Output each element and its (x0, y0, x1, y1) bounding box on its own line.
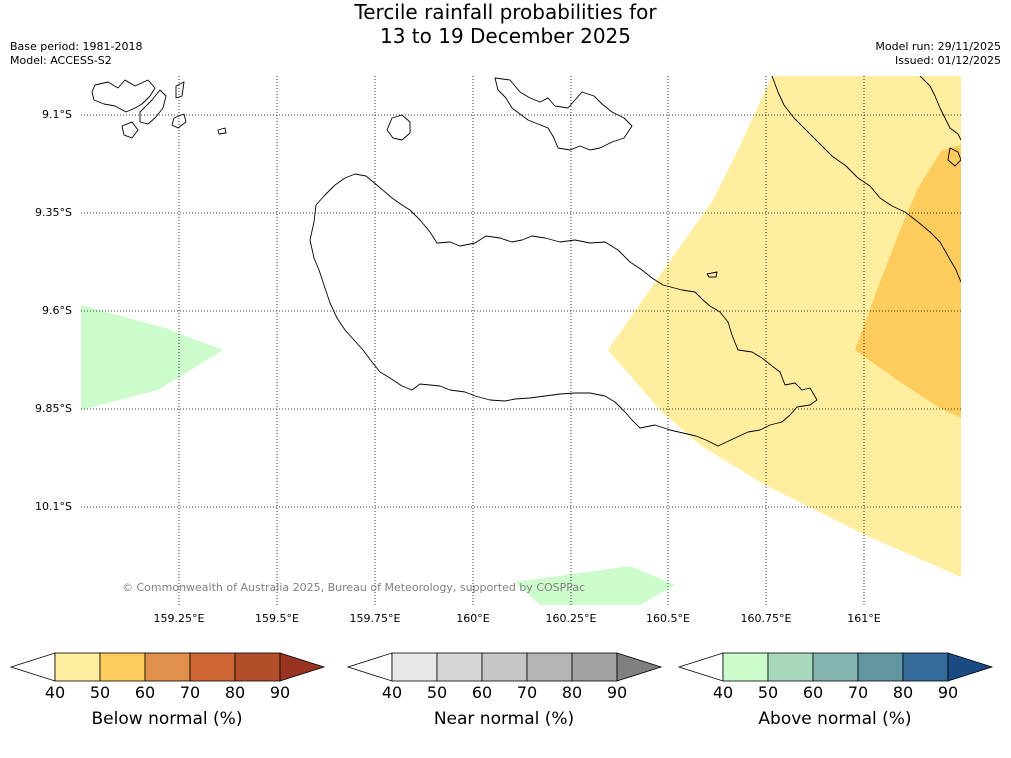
below-colorbar-segment (99, 652, 146, 682)
colorbar-below (9, 652, 326, 682)
near-colorbar-min-extend (346, 652, 393, 682)
near-colorbar-segment (526, 652, 573, 682)
copyright-text: © Commonwealth of Australia 2025, Bureau… (122, 581, 586, 594)
base-period-text: Base period: 1981-2018 (10, 40, 143, 53)
above-colorbar-segment (767, 652, 814, 682)
below-colorbar-tick: 40 (44, 683, 66, 702)
meta-left: Base period: 1981-2018 Model: ACCESS-S2 (10, 40, 142, 68)
near-colorbar-tick: 90 (606, 683, 628, 702)
model-text: Model: ACCESS-S2 (10, 54, 112, 67)
above-colorbar-segment (902, 652, 949, 682)
lon-label-7: 160.75°E (740, 612, 792, 625)
lon-label-1: 159.25°E (153, 612, 205, 625)
below-colorbar-segment (234, 652, 281, 682)
near-colorbar-tick: 40 (381, 683, 403, 702)
colorbar-near (346, 652, 663, 682)
below-colorbar-segment (189, 652, 236, 682)
map-layers (81, 76, 961, 605)
below-colorbar-tick: 90 (269, 683, 291, 702)
near-colorbar-segment (391, 652, 438, 682)
above-colorbar-tick: 50 (757, 683, 779, 702)
title-line-2: 13 to 19 December 2025 (379, 24, 631, 48)
malaita-coastline (771, 76, 961, 283)
pavuvu-island-coastline (139, 89, 167, 125)
above-normal-west-area (81, 305, 223, 410)
below-colorbar-tick: 60 (134, 683, 156, 702)
map-canvas (81, 76, 961, 605)
near-colorbar-segment (481, 652, 528, 682)
guadalcanal-coastline (309, 173, 818, 447)
near-colorbar-max-extend (616, 652, 663, 682)
lat-label-2: 9.35°S (35, 206, 72, 219)
below-colorbar-segment (54, 652, 101, 682)
lat-label-1: 9.1°S (42, 108, 72, 121)
savo-island-coastline (386, 114, 411, 141)
lon-label-4: 160°E (456, 612, 490, 625)
nggela-islands-coastline (494, 77, 633, 151)
above-colorbar-tick: 40 (712, 683, 734, 702)
above-colorbar-segment (857, 652, 904, 682)
above-colorbar-min-extend (677, 652, 724, 682)
coastlines (91, 76, 961, 447)
islet-nw-1 (171, 113, 187, 129)
issued-text: Issued: 01/12/2025 (894, 54, 1001, 67)
near-colorbar-segment (436, 652, 483, 682)
above-colorbar-tick: 80 (892, 683, 914, 702)
below-colorbar-segment (144, 652, 191, 682)
near-colorbar-tick: 50 (426, 683, 448, 702)
below-colorbar-min-extend (9, 652, 56, 682)
lon-label-8: 161°E (847, 612, 881, 625)
above-normal-south-area (515, 566, 675, 605)
lat-label-4: 9.85°S (35, 402, 72, 415)
above-colorbar-max-extend (947, 652, 994, 682)
below-normal-label: Below normal (%) (91, 709, 243, 729)
map-title: Tercile rainfall probabilities for 13 to… (0, 0, 1011, 48)
colorbar-above (677, 652, 994, 682)
meta-right: Model run: 29/11/2025 Issued: 01/12/2025 (875, 40, 1001, 68)
near-colorbar-tick: 60 (471, 683, 493, 702)
below-normal-50-area (608, 76, 961, 577)
below-colorbar-max-extend (279, 652, 326, 682)
colorbars-svg (9, 652, 994, 682)
below-normal-60-area (855, 145, 961, 418)
below-colorbar-tick: 70 (179, 683, 201, 702)
malaita-islets (947, 147, 961, 167)
below-colorbar-tick: 80 (224, 683, 246, 702)
islet-nw-2 (217, 127, 227, 135)
above-colorbar-tick: 60 (802, 683, 824, 702)
lon-label-3: 159.75°E (349, 612, 401, 625)
russell-islands-coastline (91, 79, 156, 113)
above-colorbar-segment (722, 652, 769, 682)
near-colorbar-tick: 80 (561, 683, 583, 702)
islet-nw-3 (175, 81, 185, 99)
title-line-1: Tercile rainfall probabilities for (354, 0, 657, 24)
above-colorbar-tick: 70 (847, 683, 869, 702)
model-run-text: Model run: 29/11/2025 (875, 40, 1001, 53)
lat-label-5: 10.1°S (35, 500, 72, 513)
above-colorbar-segment (812, 652, 859, 682)
below-colorbar-tick: 50 (89, 683, 111, 702)
lat-label-3: 9.6°S (42, 304, 72, 317)
lon-label-5: 160.25°E (545, 612, 597, 625)
malaita-inner-coastline (919, 76, 961, 141)
lon-label-6: 160.5°E (646, 612, 690, 625)
above-colorbar-tick: 90 (937, 683, 959, 702)
lon-label-2: 159.5°E (255, 612, 299, 625)
near-normal-label: Near normal (%) (433, 709, 575, 729)
near-colorbar-tick: 70 (516, 683, 538, 702)
gridlines (81, 76, 961, 605)
above-normal-label: Above normal (%) (758, 709, 912, 729)
banika-island-coastline (121, 121, 139, 139)
islet-east (706, 271, 718, 278)
near-colorbar-segment (571, 652, 618, 682)
